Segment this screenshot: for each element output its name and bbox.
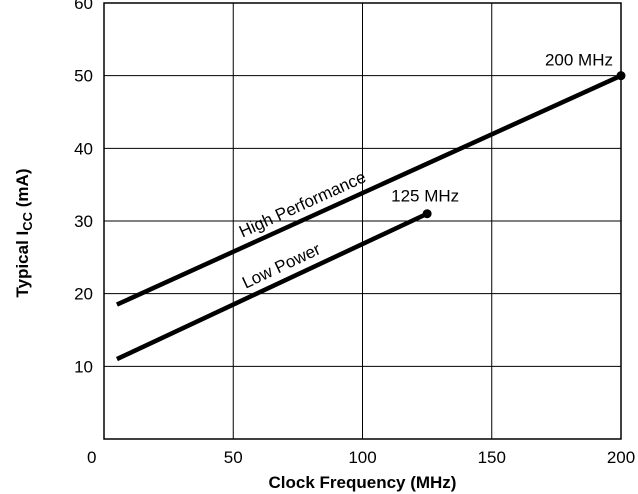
y-tick-label: 30 [74, 212, 93, 231]
plot-frame [103, 2, 622, 440]
y-tick-label: 50 [74, 67, 93, 86]
x-tick-labels: 0 50 100 150 200 [87, 448, 635, 467]
x-tick-label: 200 [607, 448, 635, 467]
y-axis-title: Typical ICC (mA) [13, 169, 35, 298]
series-line [115, 211, 429, 362]
x-tick-label: 100 [348, 448, 376, 467]
endpoint-label: 125 MHz [391, 187, 459, 206]
chart-grid [104, 3, 621, 439]
y-tick-label: 10 [74, 357, 93, 376]
series-endpoint-marker [616, 71, 626, 81]
y-tick-label: 60 [74, 0, 93, 13]
x-tick-label: 0 [87, 448, 96, 467]
y-axis-title-subscript: CC [20, 211, 35, 230]
y-tick-label: 40 [74, 139, 93, 158]
y-tick-labels: 10 20 30 40 50 60 [74, 0, 93, 376]
x-tick-label: 150 [478, 448, 506, 467]
series-line [115, 73, 622, 307]
x-tick-label: 50 [224, 448, 243, 467]
x-axis-title: Clock Frequency (MHz) [269, 473, 457, 492]
y-tick-label: 20 [74, 285, 93, 304]
y-axis-title-main: Typical I [13, 231, 32, 298]
y-axis-title-tail: (mA) [13, 169, 32, 212]
endpoint-label: 200 MHz [545, 51, 613, 70]
series-endpoint-marker [422, 209, 432, 219]
series-name-label: High Performance [236, 167, 369, 241]
